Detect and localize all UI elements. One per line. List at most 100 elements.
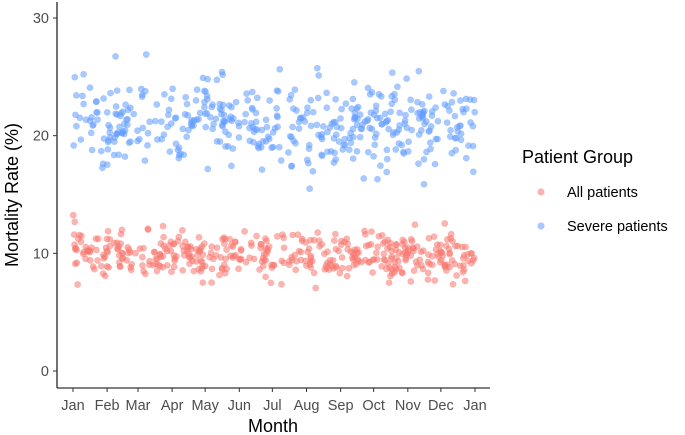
data-point	[195, 247, 203, 255]
x-tick-label: Apr	[161, 398, 184, 414]
data-point	[86, 256, 94, 264]
data-point	[457, 122, 464, 129]
data-point	[258, 126, 266, 134]
data-point	[171, 257, 178, 265]
data-point	[364, 115, 372, 123]
data-point	[360, 175, 368, 182]
data-point	[338, 254, 346, 261]
data-point	[126, 138, 134, 146]
data-point	[237, 247, 245, 254]
data-point	[206, 253, 214, 261]
data-point	[366, 91, 374, 98]
data-point	[342, 100, 350, 108]
data-point	[158, 135, 166, 143]
data-point	[270, 261, 278, 269]
data-point	[396, 109, 403, 117]
data-point	[376, 114, 384, 122]
data-point	[87, 129, 95, 137]
data-point	[381, 110, 389, 118]
data-point	[391, 96, 399, 104]
data-point	[179, 125, 187, 133]
x-axis-title: Month	[248, 416, 298, 435]
data-point	[362, 242, 370, 250]
data-point	[117, 112, 124, 120]
data-point	[459, 268, 467, 276]
data-point	[386, 272, 394, 280]
data-point	[102, 244, 110, 252]
data-point	[304, 159, 312, 167]
data-point	[298, 237, 306, 245]
x-tick-label: Jun	[228, 398, 251, 414]
data-point	[166, 148, 174, 155]
data-point	[164, 111, 172, 119]
data-point	[280, 244, 288, 252]
x-ticks: Jan Feb Mar Apr May Jun Jul Aug Sep Oct Nov Dec Jan	[61, 388, 487, 414]
data-point	[399, 236, 407, 244]
data-point	[241, 118, 248, 126]
data-point	[369, 269, 376, 276]
data-point	[405, 138, 412, 146]
data-point	[192, 258, 200, 265]
data-point	[318, 240, 326, 248]
data-point	[424, 269, 432, 277]
legend-label-severe-patients: Severe patients	[567, 219, 668, 235]
data-point	[130, 110, 138, 118]
data-point	[420, 180, 428, 188]
data-point	[319, 123, 327, 130]
data-point	[93, 108, 100, 116]
data-point	[470, 254, 478, 262]
data-point	[398, 269, 406, 277]
legend-title: Patient Group	[522, 147, 633, 167]
data-point	[257, 240, 265, 248]
data-point	[246, 137, 254, 145]
data-point	[371, 141, 379, 149]
data-point	[415, 160, 422, 168]
data-point	[394, 257, 402, 265]
data-point	[182, 93, 190, 101]
data-point	[448, 98, 456, 106]
data-point	[315, 72, 323, 79]
data-point	[374, 243, 382, 251]
data-point	[391, 263, 399, 271]
x-tick-label: May	[191, 398, 219, 414]
data-point	[436, 258, 444, 266]
data-point	[307, 122, 315, 130]
data-point	[200, 87, 208, 95]
data-point	[369, 256, 377, 264]
data-point	[288, 162, 296, 170]
data-point	[274, 87, 282, 95]
data-point	[70, 142, 78, 149]
data-point	[377, 93, 385, 100]
data-point	[250, 128, 258, 136]
data-point	[208, 265, 216, 273]
data-point	[407, 252, 415, 259]
data-point	[383, 168, 391, 176]
data-point	[144, 225, 152, 233]
data-point	[336, 269, 344, 277]
data-point	[97, 147, 105, 155]
data-point	[159, 222, 167, 230]
data-point	[248, 242, 255, 249]
data-point	[118, 226, 126, 234]
data-point	[179, 266, 187, 274]
data-point	[126, 104, 134, 112]
data-point	[417, 248, 425, 256]
data-point	[353, 245, 361, 253]
data-point	[127, 263, 135, 271]
data-point	[331, 149, 338, 157]
data-point	[80, 70, 87, 78]
y-tick-label: 10	[33, 246, 49, 262]
data-point	[141, 87, 149, 95]
data-point	[310, 236, 318, 244]
data-point	[424, 251, 432, 258]
data-point	[167, 268, 175, 276]
data-point	[242, 110, 250, 118]
data-point	[266, 97, 273, 104]
data-point	[112, 53, 119, 60]
data-point	[291, 251, 299, 259]
data-point	[220, 117, 227, 125]
data-point	[366, 124, 374, 132]
x-tick-label: Nov	[395, 398, 422, 414]
data-point	[385, 125, 393, 133]
data-point	[159, 263, 167, 271]
